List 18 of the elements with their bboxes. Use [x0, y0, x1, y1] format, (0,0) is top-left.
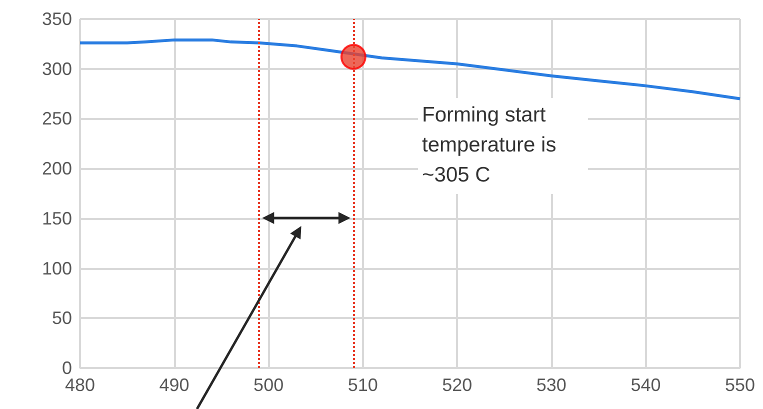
y-tick-label: 300	[42, 58, 72, 79]
line-series	[78, 38, 742, 100]
y-tick-label: 50	[52, 308, 72, 328]
y-tick-label: 250	[42, 108, 72, 129]
x-tick-label: 520	[442, 375, 472, 395]
annotation: Forming start temperature is ~305 C	[422, 104, 556, 186]
x-tick-label: 500	[254, 375, 284, 395]
x-tick-label: 540	[630, 375, 661, 395]
x-tick-label: 510	[348, 375, 378, 395]
y-tick-label: 0	[62, 358, 72, 378]
y-tick-label: 200	[42, 158, 72, 179]
x-tick-label: 530	[536, 375, 566, 395]
y-tick-label: 100	[42, 258, 72, 278]
x-tick-label: 490	[159, 375, 190, 395]
x-tick-label: 480	[64, 375, 96, 395]
y-tick-label: 350	[42, 9, 72, 29]
y-tick-label: 150	[42, 208, 72, 228]
x-tick-label: 550	[724, 375, 756, 395]
